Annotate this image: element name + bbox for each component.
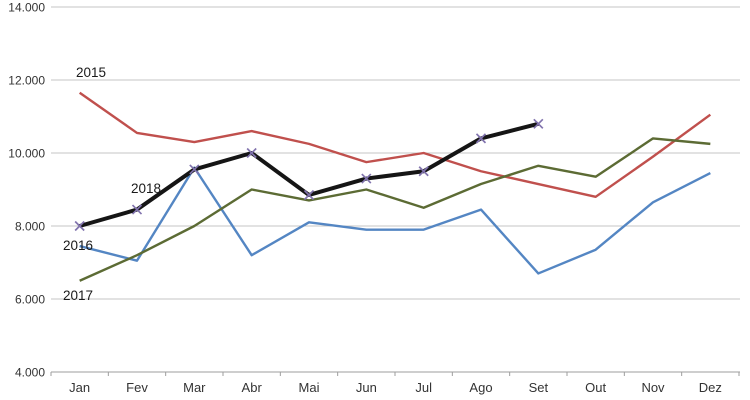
series-line-2015 xyxy=(78,91,712,199)
x-axis-tick-label: Dez xyxy=(699,380,722,395)
y-axis-tick-label: 6.000 xyxy=(15,293,45,307)
y-axis-tick-label: 12.000 xyxy=(8,74,45,88)
x-axis-tick-label: Set xyxy=(529,380,549,395)
series-line-2016 xyxy=(79,166,711,275)
x-marker-icon xyxy=(418,166,429,177)
x-marker-icon xyxy=(361,173,372,184)
x-marker-icon xyxy=(131,204,143,215)
x-marker-icon xyxy=(189,164,200,175)
x-axis-tick-label: Abr xyxy=(242,380,263,395)
x-axis-tick-label: Mai xyxy=(299,380,320,395)
series-label-2018: 2018 xyxy=(131,181,162,196)
x-axis-tick-label: Out xyxy=(585,380,606,395)
x-axis-tick-label: Nov xyxy=(641,380,665,395)
y-axis-tick-label: 14.000 xyxy=(8,1,45,15)
series-line-2018 xyxy=(79,121,539,228)
x-marker-icon xyxy=(246,147,257,159)
x-marker-icon xyxy=(303,189,315,201)
x-axis-tick-label: Fev xyxy=(126,380,148,395)
y-axis-tick-label: 10.000 xyxy=(8,147,45,161)
x-marker-icon xyxy=(533,118,544,129)
y-axis-tick-label: 4.000 xyxy=(15,366,45,380)
x-axis-tick-label: Ago xyxy=(469,380,492,395)
series-label-2017: 2017 xyxy=(63,288,94,303)
series-line-2017 xyxy=(79,137,711,282)
y-axis-tick-label: 8.000 xyxy=(15,220,45,234)
x-marker-icon xyxy=(74,220,85,232)
x-axis-tick-label: Jan xyxy=(69,380,90,395)
series-label-2016: 2016 xyxy=(63,238,94,253)
x-axis-tick-label: Jun xyxy=(356,380,377,395)
x-axis-tick-label: Mar xyxy=(183,380,206,395)
series-label-2015: 2015 xyxy=(76,65,107,80)
x-axis-tick-label: Jul xyxy=(415,380,432,395)
x-marker-icon xyxy=(475,133,487,144)
